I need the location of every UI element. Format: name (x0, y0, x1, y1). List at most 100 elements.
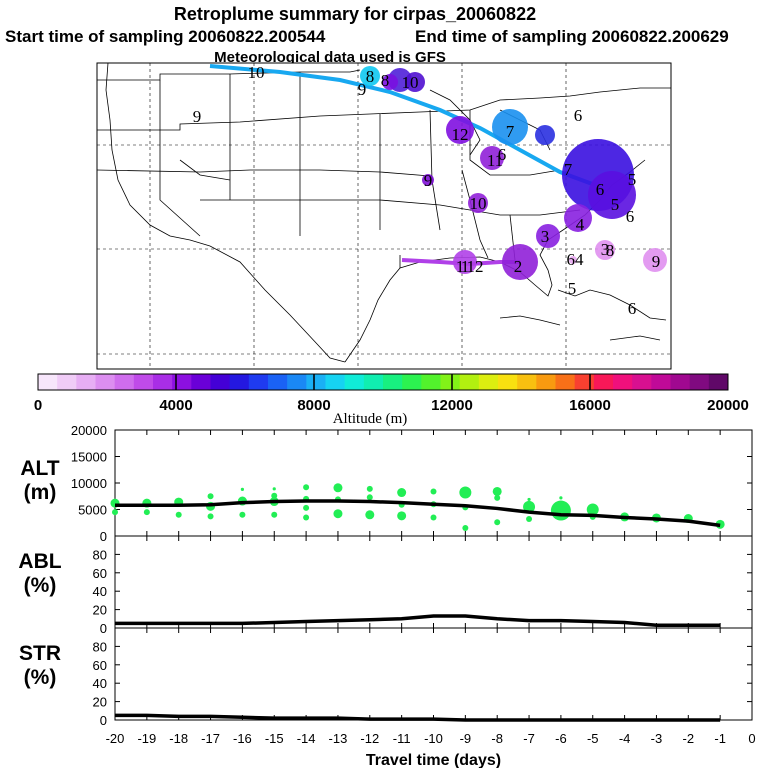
colorbar-label: Altitude (m) (333, 411, 408, 427)
colorbar-tick-label: 8000 (297, 397, 330, 414)
panel-alt: 0 5000 10000 15000 20000 ALT(m) (20, 423, 753, 544)
colorbar-tick-label: 20000 (707, 397, 749, 414)
end-time-label: End time of sampling 20060822.200629 (415, 27, 729, 46)
colorbar-swatch (517, 374, 537, 390)
colorbar-swatch (689, 374, 710, 390)
plume-day-label: 10 (402, 73, 419, 92)
y-tick-label: 20 (93, 603, 107, 618)
y-tick-label: 40 (93, 676, 107, 691)
plume-particle-point (492, 486, 502, 496)
colorbar-swatch (325, 374, 346, 390)
plume-blob (468, 193, 488, 213)
colorbar-tick-label: 12000 (431, 397, 473, 414)
plume-particle-point (459, 486, 472, 499)
x-tick-label: -13 (329, 731, 348, 746)
panel-frame (114, 535, 753, 629)
plume-particle-point (527, 497, 531, 502)
plume-particle-point (207, 493, 214, 500)
colorbar-swatch (670, 374, 691, 390)
x-tick-label: -8 (491, 731, 503, 746)
colorbar-swatch (268, 374, 288, 390)
plume-day-label: 1 (461, 257, 470, 276)
plume-particle-point (175, 511, 182, 518)
plume-blob (569, 256, 577, 264)
colorbar-swatch (248, 374, 269, 390)
plume-day-label: 4 (576, 215, 585, 234)
colorbar-swatch (651, 374, 671, 390)
plume-blob (595, 240, 615, 260)
met-data-label: Meteorological data used is GFS (214, 49, 446, 66)
panel-frame (114, 627, 753, 721)
plume-particle-point (586, 503, 599, 516)
plume-particle-point (112, 509, 118, 516)
plume-particle-point (462, 525, 469, 532)
x-tick-label: -14 (297, 731, 316, 746)
panel-ylabel: STR (19, 642, 61, 665)
start-time-label: Start time of sampling 20060822.200544 (5, 27, 326, 46)
y-tick-label: 60 (93, 566, 107, 581)
colorbar-swatch (38, 374, 58, 390)
plume-day-label: 9 (652, 252, 661, 271)
plume-day-label: 10 (470, 194, 487, 213)
y-tick-label: 15000 (71, 450, 107, 465)
y-tick-label: 10000 (71, 476, 107, 491)
colorbar-swatch (440, 374, 461, 390)
x-tick-label: -9 (460, 731, 472, 746)
series-line-alt (115, 499, 721, 528)
plume-day-label: 1 (456, 257, 465, 276)
colorbar-swatch (574, 374, 595, 390)
plume-day-label: 2 (514, 257, 523, 276)
trajectory-line-upper (209, 64, 596, 187)
plume-particle-point (365, 510, 375, 520)
panel-ylabel: (%) (24, 574, 57, 597)
plume-day-label: 8 (381, 71, 390, 90)
x-tick-label: -17 (201, 731, 220, 746)
plume-blob (382, 74, 398, 90)
colorbar-swatch (708, 374, 729, 390)
y-tick-label: 40 (93, 584, 107, 599)
x-tick-label: -16 (233, 731, 252, 746)
plume-particle-point (494, 519, 501, 526)
colorbar-swatch (57, 374, 77, 390)
plume-particle-point (397, 488, 407, 498)
plume-particle-point (207, 513, 214, 520)
plume-blob (535, 125, 555, 145)
colorbar-swatch (363, 374, 384, 390)
plume-particle-point (333, 483, 343, 493)
plume-particle-point (366, 494, 373, 501)
y-tick-label: 20000 (71, 423, 107, 438)
plume-day-label: 6 (628, 299, 637, 318)
x-tick-label: 0 (748, 731, 755, 746)
plume-blob (588, 171, 636, 219)
colorbar-swatch (153, 374, 173, 390)
x-tick-label: -6 (555, 731, 567, 746)
plume-day-label: 12 (452, 125, 469, 144)
y-tick-label: 80 (93, 547, 107, 562)
x-axis-label: Travel time (days) (366, 752, 501, 768)
colorbar-swatch (383, 374, 403, 390)
plume-day-label: 6 (574, 106, 583, 125)
colorbar-swatch (95, 374, 116, 390)
y-tick-label: 5000 (78, 503, 107, 518)
colorbar-swatch (478, 374, 499, 390)
plume-day-label: 12 (467, 257, 484, 276)
colorbar-swatch (229, 374, 250, 390)
colorbar-swatch (402, 374, 422, 390)
plume-particle-point (240, 487, 244, 491)
panel-ylabel: (%) (24, 666, 57, 689)
series-line-abl (115, 614, 721, 627)
y-tick-label: 0 (100, 621, 107, 636)
map-graticule (97, 63, 671, 369)
plume-day-label: 64 (567, 250, 585, 269)
plume-particle-point (239, 511, 246, 518)
plume-blob (502, 244, 538, 280)
plume-blob (564, 204, 592, 232)
plume-particle-point (303, 504, 310, 511)
plume-day-label: 9 (424, 171, 433, 190)
plume-particle-point (430, 488, 437, 495)
plume-particle-point (523, 500, 536, 513)
colorbar-swatch (459, 374, 480, 390)
plume-particle-point (303, 484, 310, 491)
colorbar-swatch (613, 374, 633, 390)
plume-particle-point (366, 485, 373, 492)
